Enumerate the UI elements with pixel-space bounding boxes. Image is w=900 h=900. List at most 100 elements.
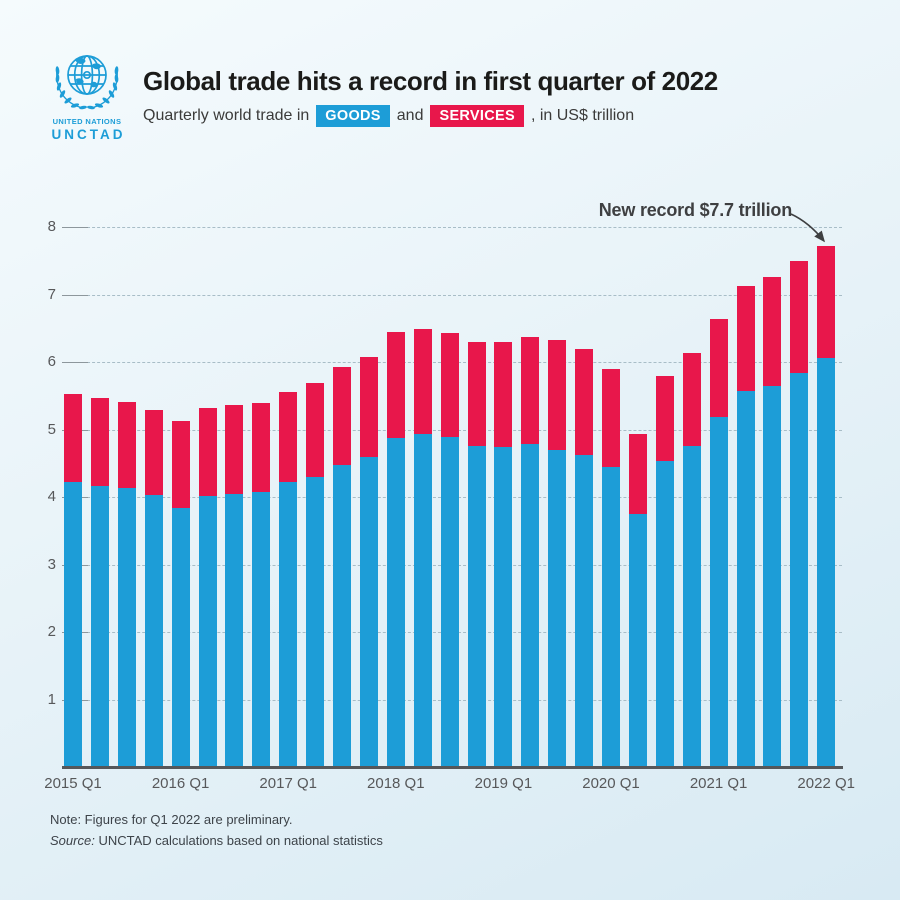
subtitle-prefix: Quarterly world trade in xyxy=(143,107,310,124)
goods-segment xyxy=(521,444,540,767)
source-label: Source: xyxy=(50,833,95,848)
bar-2021-q4 xyxy=(790,261,809,767)
services-segment xyxy=(252,403,271,493)
services-segment xyxy=(736,286,755,391)
bar-2021-q2 xyxy=(736,286,755,767)
services-segment xyxy=(90,397,109,486)
services-legend-badge: SERVICES xyxy=(430,105,524,127)
goods-segment xyxy=(817,357,836,767)
bar-2018-q2 xyxy=(413,328,432,767)
bar-2019-q4 xyxy=(575,348,594,767)
services-segment xyxy=(171,421,190,508)
bar-2017-q4 xyxy=(359,356,378,767)
services-segment xyxy=(225,405,244,495)
y-axis-tick-label: 7 xyxy=(47,285,56,303)
note-text: Note: Figures for Q1 2022 are preliminar… xyxy=(50,812,293,827)
services-segment xyxy=(198,407,217,496)
goods-segment xyxy=(144,494,163,767)
services-segment xyxy=(117,401,136,488)
services-segment xyxy=(306,382,325,477)
services-segment xyxy=(575,348,594,456)
x-axis-tick-label: 2015 Q1 xyxy=(44,775,102,792)
services-segment xyxy=(521,337,540,445)
subtitle-suffix: , in US$ trillion xyxy=(530,107,635,124)
x-axis-tick-label: 2018 Q1 xyxy=(367,775,425,792)
services-segment xyxy=(279,392,298,482)
unctad-label: UNCTAD xyxy=(51,127,126,142)
x-axis-tick-label: 2020 Q1 xyxy=(582,775,640,792)
bar-2019-q2 xyxy=(521,337,540,767)
united-nations-label: UNITED NATIONS xyxy=(52,117,122,126)
services-segment xyxy=(682,353,701,447)
bar-2016-q2 xyxy=(198,407,217,767)
goods-legend-badge: GOODS xyxy=(316,105,390,127)
services-segment xyxy=(763,276,782,386)
y-axis-tick-label: 4 xyxy=(47,488,56,506)
goods-segment xyxy=(386,437,405,767)
goods-segment xyxy=(306,476,325,767)
services-segment xyxy=(64,394,82,483)
goods-segment xyxy=(763,385,782,767)
goods-segment xyxy=(655,461,674,767)
goods-segment xyxy=(467,446,486,767)
services-segment xyxy=(655,375,674,462)
unctad-logo: UNITED NATIONS UNCTAD xyxy=(48,46,126,142)
bar-2019-q1 xyxy=(494,341,513,767)
bar-2020-q1 xyxy=(602,368,620,767)
goods-segment xyxy=(225,494,244,767)
services-segment xyxy=(494,341,513,447)
x-axis-tick-label: 2017 Q1 xyxy=(259,775,317,792)
services-segment xyxy=(333,366,351,465)
bar-2018-q1 xyxy=(386,332,405,767)
bar-2020-q2 xyxy=(628,433,647,767)
x-axis-line xyxy=(62,766,843,769)
x-axis-tick-label: 2022 Q1 xyxy=(797,775,855,792)
goods-segment xyxy=(198,495,217,767)
services-segment xyxy=(548,339,567,450)
bar-2019-q3 xyxy=(548,339,567,767)
bar-2015-q3 xyxy=(117,401,136,767)
bar-2015-q2 xyxy=(90,397,109,767)
services-segment xyxy=(440,333,459,437)
goods-segment xyxy=(494,447,513,767)
goods-segment xyxy=(279,481,298,767)
y-axis-tick-label: 2 xyxy=(47,623,56,641)
source-value: UNCTAD calculations based on national st… xyxy=(98,833,383,848)
y-axis-tick-label: 1 xyxy=(47,690,56,708)
record-annotation: New record $7.7 trillion xyxy=(598,200,792,220)
x-axis-tick-label: 2019 Q1 xyxy=(474,775,533,792)
goods-segment xyxy=(64,482,82,767)
services-segment xyxy=(359,356,378,457)
subtitle: Quarterly world trade in GOODS and SERVI… xyxy=(143,103,634,129)
bar-2022-q1 xyxy=(817,245,836,767)
services-segment xyxy=(467,342,486,447)
goods-segment xyxy=(602,467,620,767)
goods-segment xyxy=(682,446,701,767)
goods-segment xyxy=(575,455,594,767)
bar-2015-q4 xyxy=(144,409,163,767)
bar-2021-q1 xyxy=(709,318,728,767)
goods-segment xyxy=(90,485,109,767)
bar-2018-q3 xyxy=(440,333,459,767)
y-axis-tick-label: 8 xyxy=(47,218,56,236)
goods-segment xyxy=(440,437,459,767)
bar-2020-q4 xyxy=(682,353,701,767)
goods-segment xyxy=(413,434,432,767)
goods-segment xyxy=(333,464,351,767)
annotation-arrow-icon xyxy=(790,213,825,243)
services-segment xyxy=(628,433,647,514)
services-segment xyxy=(790,261,809,374)
gridline-7 xyxy=(62,294,842,296)
page-title: Global trade hits a record in first quar… xyxy=(143,66,718,96)
services-segment xyxy=(709,318,728,418)
bar-2021-q3 xyxy=(763,276,782,767)
goods-segment xyxy=(628,513,647,767)
bar-2017-q1 xyxy=(279,392,298,767)
un-emblem-icon xyxy=(55,55,119,110)
bar-2017-q2 xyxy=(306,382,325,767)
services-segment xyxy=(144,409,163,495)
bar-2018-q4 xyxy=(467,342,486,767)
x-axis-tick-label: 2021 Q1 xyxy=(689,775,748,792)
services-segment xyxy=(817,245,836,358)
